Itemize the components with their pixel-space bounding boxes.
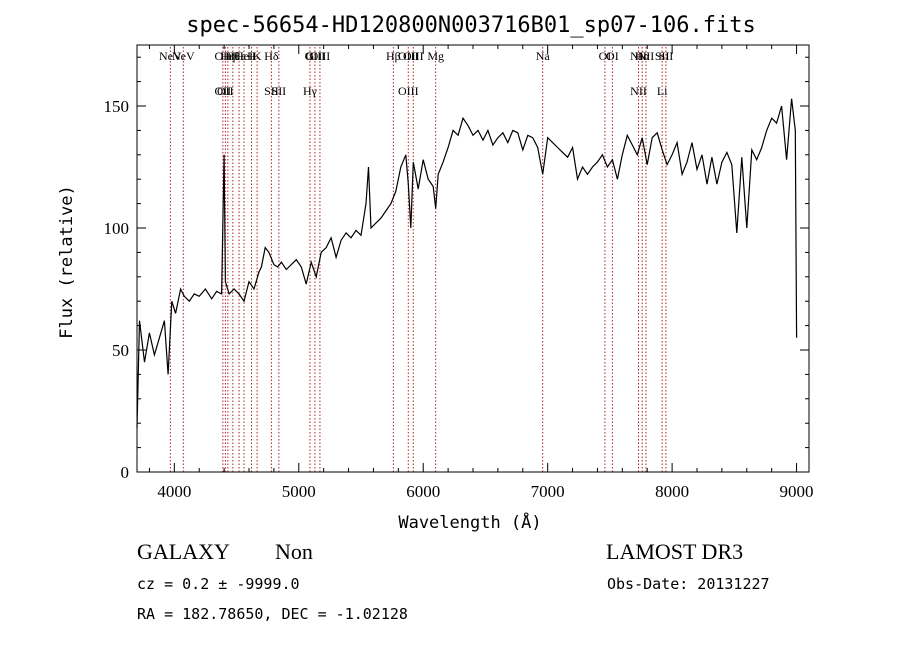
line-marker-label: G xyxy=(306,49,315,63)
x-tick-label: 6000 xyxy=(406,482,440,501)
line-marker-label: OI xyxy=(599,49,612,63)
obs-date: Obs-Date: 20131227 xyxy=(607,575,770,593)
line-marker-label: Hθ xyxy=(226,49,241,63)
line-marker-label: SII xyxy=(659,49,674,63)
line-marker-label: OIII xyxy=(398,49,419,63)
line-marker-label: Hβ xyxy=(386,49,401,63)
line-marker-label: OII xyxy=(215,49,232,63)
line-marker-label: OII xyxy=(215,84,232,98)
object-subclass: Non xyxy=(275,539,313,564)
x-tick-label: 9000 xyxy=(780,482,814,501)
line-marker-label: NII xyxy=(638,49,655,63)
line-marker-label: OIII xyxy=(398,84,419,98)
line-marker-label: Hη xyxy=(220,49,235,63)
x-tick-label: 4000 xyxy=(157,482,191,501)
plot-frame xyxy=(136,44,810,473)
spectrum-line xyxy=(136,98,798,429)
line-marker-label: NII xyxy=(630,84,647,98)
line-marker-label: NeV xyxy=(172,49,195,63)
line-marker-label: NeV xyxy=(159,49,182,63)
coordinates-line: RA = 182.78650, DEC = -1.02128 xyxy=(137,605,408,623)
x-tick-label: 8000 xyxy=(655,482,689,501)
survey-name: LAMOST DR3 xyxy=(606,539,743,564)
x-axis: 4000 5000 6000 7000 8000 9000 xyxy=(148,45,814,501)
x-axis-label: Wavelength (Å) xyxy=(398,511,541,533)
line-marker-label: OIII xyxy=(403,49,424,63)
line-marker-label: SII xyxy=(264,84,279,98)
line-marker-label: Hε xyxy=(232,49,246,63)
line-marker-label: OI xyxy=(606,49,619,63)
line-marker-label: OII xyxy=(217,84,234,98)
spectral-line-markers xyxy=(169,47,667,472)
y-axis-label: Flux (relative) xyxy=(57,185,77,339)
y-tick-label: 100 xyxy=(104,219,130,238)
line-marker-label: H xyxy=(247,49,256,63)
line-marker-label: SII xyxy=(272,84,287,98)
line-marker-label: Hγ xyxy=(303,84,318,98)
line-marker-label: HeI xyxy=(235,49,253,63)
object-class: GALAXY xyxy=(137,539,230,564)
line-marker-label: Hα xyxy=(635,49,651,63)
line-marker-label: OIII xyxy=(305,49,326,63)
line-marker-label: Hδ xyxy=(264,49,279,63)
x-tick-label: 5000 xyxy=(282,482,316,501)
y-tick-label: 50 xyxy=(112,341,129,360)
line-marker-label: Na xyxy=(536,49,551,63)
redshift-line: cz = 0.2 ± -9999.0 xyxy=(137,575,300,593)
y-tick-label: 150 xyxy=(104,97,130,116)
x-tick-label: 7000 xyxy=(531,482,565,501)
line-marker-label: K xyxy=(253,49,262,63)
chart-title: spec-56654-HD120800N003716B01_sp07-106.f… xyxy=(186,13,756,38)
y-axis: 0 50 100 150 xyxy=(104,56,809,482)
line-marker-label: SII xyxy=(655,49,670,63)
y-tick-label: 0 xyxy=(121,463,130,482)
line-marker-label: Li xyxy=(657,84,668,98)
line-marker-label: OIII xyxy=(310,49,331,63)
line-marker-label: Mg xyxy=(427,49,444,63)
line-marker-label: NII xyxy=(630,49,647,63)
